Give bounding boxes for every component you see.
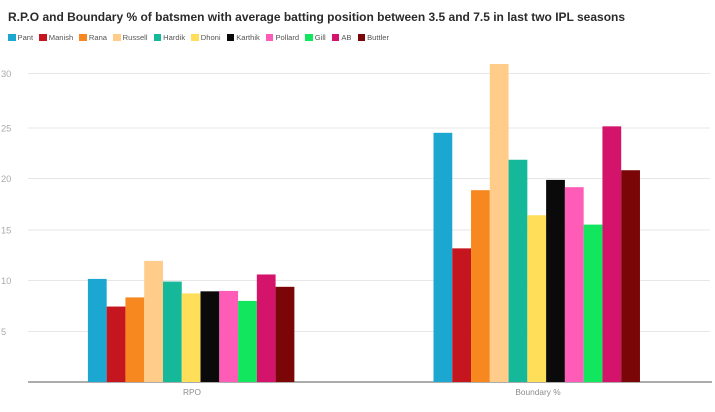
svg-text:20: 20: [1, 174, 11, 184]
svg-text:25: 25: [1, 124, 11, 134]
svg-text:30: 30: [1, 69, 11, 79]
svg-text:5: 5: [1, 327, 6, 337]
svg-text:RPO: RPO: [183, 387, 202, 397]
svg-text:10: 10: [1, 276, 11, 286]
svg-text:Boundary %: Boundary %: [515, 387, 561, 397]
svg-text:15: 15: [1, 226, 11, 236]
